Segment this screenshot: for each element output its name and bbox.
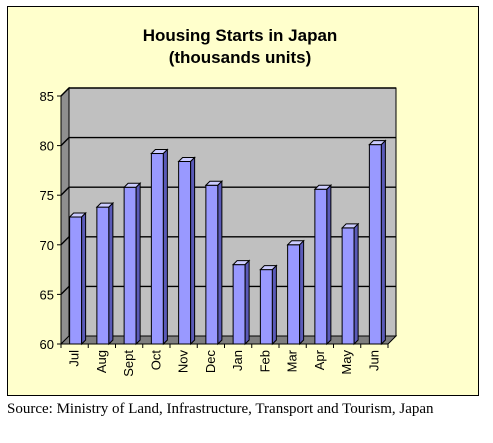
- bar-chart: Housing Starts in Japan (thousands units…: [40, 26, 398, 377]
- x-tick-label: Sept: [121, 350, 136, 377]
- gridline: [60, 285, 396, 295]
- y-tick-label: 80: [40, 139, 54, 154]
- gridline: [60, 87, 396, 97]
- bar-side: [108, 201, 114, 346]
- chart-panel: Housing Starts in Japan (thousands units…: [7, 6, 479, 396]
- bar: [287, 244, 301, 345]
- bar-side: [244, 259, 250, 346]
- x-tick-label: Feb: [257, 350, 272, 372]
- x-tick-label: Apr: [312, 349, 327, 370]
- y-tick-label: 70: [40, 238, 54, 253]
- bar-side: [353, 222, 359, 346]
- bar: [341, 227, 355, 345]
- chart-title: Housing Starts in Japan: [143, 26, 338, 45]
- x-tick-label: Jun: [366, 350, 381, 371]
- bar: [314, 188, 328, 345]
- bar: [123, 186, 137, 345]
- bar: [96, 206, 110, 345]
- bar-side: [217, 180, 223, 346]
- plot-side-wall: [60, 86, 70, 346]
- bar-side: [135, 182, 141, 346]
- bar: [69, 216, 83, 345]
- gridline: [60, 236, 396, 246]
- y-tick-label: 60: [40, 337, 54, 352]
- y-tick-label: 75: [40, 188, 54, 203]
- bar-side: [326, 184, 332, 346]
- x-tick-label: Nov: [176, 350, 191, 374]
- bar: [259, 269, 273, 345]
- y-tick-label: 85: [40, 89, 54, 104]
- x-tick-label: Jan: [230, 350, 245, 371]
- bar: [205, 184, 219, 345]
- bar-side: [162, 148, 168, 346]
- x-tick-label: Jul: [67, 350, 82, 367]
- y-tick-label: 65: [40, 287, 54, 302]
- plot-back-wall: [68, 87, 397, 337]
- bar: [178, 160, 192, 345]
- chart-subtitle: (thousands units): [169, 48, 312, 67]
- bar-side: [299, 239, 305, 346]
- x-tick-label: Dec: [203, 350, 218, 374]
- x-tick-label: Aug: [94, 350, 109, 373]
- x-tick-label: May: [339, 350, 354, 375]
- gridline: [60, 136, 396, 147]
- plot-area: 60 65 70 75 80 85 Jul Aug Sept Oct Nov Dec Jan Feb Mar…: [40, 86, 398, 377]
- x-tick-label: Mar: [285, 349, 300, 372]
- bar: [150, 153, 164, 345]
- bar-side: [380, 139, 386, 346]
- x-tick-label: Oct: [148, 350, 163, 371]
- bar: [368, 144, 382, 345]
- bar: [232, 264, 246, 345]
- source-note: Source: Ministry of Land, Infrastructure…: [7, 401, 434, 417]
- gridline: [60, 186, 396, 196]
- bar-side: [271, 264, 277, 346]
- bar-side: [81, 211, 87, 346]
- bar-side: [190, 156, 196, 346]
